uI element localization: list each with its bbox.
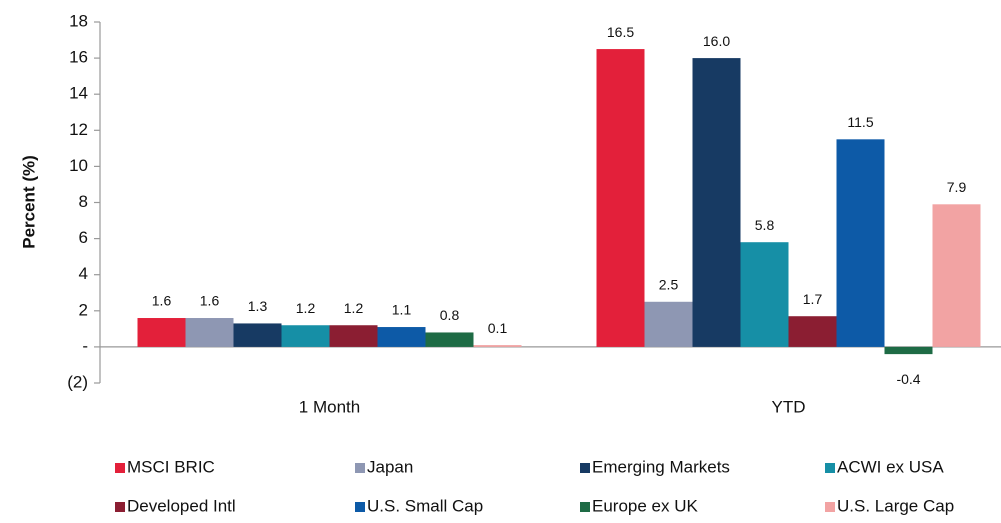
data-label: 16.5	[607, 24, 634, 40]
data-label: 1.1	[392, 302, 412, 318]
legend-swatch	[115, 502, 125, 512]
bar	[425, 332, 474, 347]
x-tick-label: 1 Month	[299, 397, 360, 416]
bar	[932, 204, 981, 347]
y-tick-label: 18	[69, 11, 88, 30]
data-label: 11.5	[847, 114, 873, 130]
bar	[281, 325, 330, 347]
y-tick-label: 4	[79, 264, 88, 283]
bar	[884, 346, 933, 355]
data-label: 1.6	[200, 293, 220, 309]
legend-label: MSCI BRIC	[127, 457, 215, 476]
data-label: 0.8	[440, 307, 460, 323]
data-label: 0.1	[488, 320, 508, 336]
bar	[836, 139, 885, 347]
y-tick-label: 8	[79, 192, 88, 211]
legend-swatch	[825, 463, 835, 473]
data-label: 5.8	[755, 217, 775, 233]
legend-swatch	[355, 502, 365, 512]
legend-label: ACWI ex USA	[837, 457, 944, 476]
legend-swatch	[355, 463, 365, 473]
bar	[644, 301, 693, 347]
data-label: 1.2	[344, 300, 364, 316]
data-label: 1.2	[296, 300, 316, 316]
legend-swatch	[825, 502, 835, 512]
bar	[377, 327, 426, 347]
data-label: 16.0	[703, 33, 730, 49]
bar	[788, 316, 837, 347]
y-tick-label: (2)	[67, 372, 88, 391]
y-tick-label: -	[82, 336, 88, 355]
legend-label: Europe ex UK	[592, 496, 698, 515]
y-tick-label: 12	[69, 120, 88, 139]
y-tick-label: 16	[69, 48, 88, 67]
data-label: 7.9	[947, 179, 967, 195]
legend-swatch	[115, 463, 125, 473]
y-tick-label: 14	[69, 84, 88, 103]
bar	[185, 318, 234, 347]
legend-label: U.S. Large Cap	[837, 496, 954, 515]
y-tick-label: 6	[79, 228, 88, 247]
data-label: 1.7	[803, 291, 823, 307]
legend-label: Developed Intl	[127, 496, 236, 515]
bar	[473, 345, 522, 347]
bar	[329, 325, 378, 347]
data-label: 2.5	[659, 276, 679, 292]
legend-label: Japan	[367, 457, 413, 476]
legend-swatch	[580, 463, 590, 473]
x-tick-label: YTD	[772, 397, 806, 416]
data-label: 1.6	[152, 293, 172, 309]
bar	[692, 58, 741, 347]
y-tick-label: 2	[79, 300, 88, 319]
bar	[137, 318, 186, 347]
bar	[233, 323, 282, 347]
bar	[596, 49, 645, 347]
legend-swatch	[580, 502, 590, 512]
data-label: -0.4	[896, 371, 920, 387]
y-tick-label: 10	[69, 156, 88, 175]
legend-label: U.S. Small Cap	[367, 496, 483, 515]
data-label: 1.3	[248, 298, 268, 314]
y-axis-label: Percent (%)	[19, 155, 38, 249]
bar	[740, 242, 789, 347]
legend-label: Emerging Markets	[592, 457, 730, 476]
